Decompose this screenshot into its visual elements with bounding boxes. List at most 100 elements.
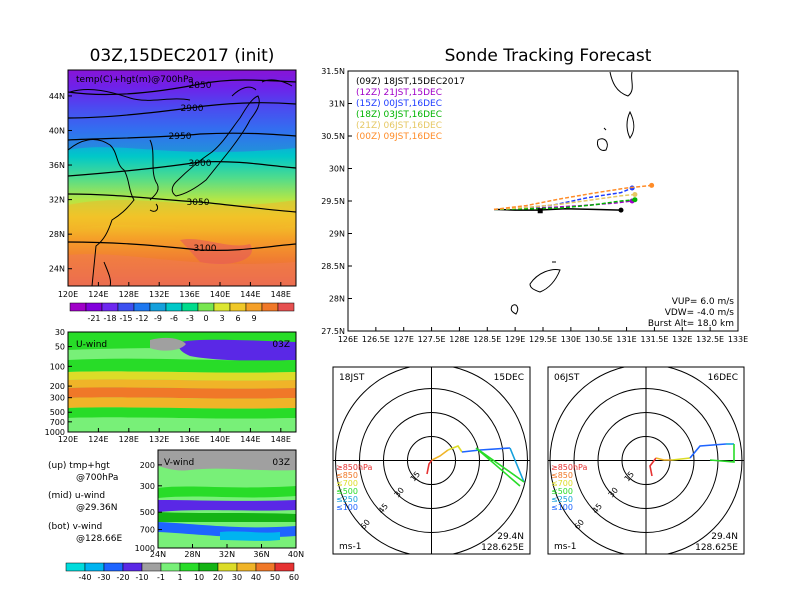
hodo-left-date: 15DEC: [494, 373, 524, 383]
uwind-lon-tick-label: 148E: [271, 435, 291, 444]
track-lon-tick-label: 132.5E: [696, 335, 724, 344]
track-lon-tick-label: 126.5E: [362, 335, 390, 344]
temp-colorbar-label: -21: [87, 314, 100, 323]
vwind-field: [158, 450, 296, 548]
hodo-level: ≤850: [551, 471, 573, 480]
contour-label: 3100: [194, 244, 217, 254]
temp-colorbar-swatch: [69, 302, 87, 312]
map-lon-tick-label: 140E: [210, 290, 230, 299]
wind-colorbar-label: 1: [177, 573, 182, 582]
track-lon-tick-label: 128E: [449, 335, 469, 344]
map-variable-label: temp(C)+hgt(m)@700hPa: [76, 75, 194, 85]
tracking-title: Sonde Tracking Forecast: [445, 46, 652, 66]
track-lon-tick-label: 127.5E: [418, 335, 446, 344]
vwind-lat-tick-label: 24N: [150, 550, 166, 559]
wind-colorbar-swatch: [255, 562, 276, 572]
temp-colorbar-label: -3: [186, 314, 194, 323]
hodo-left-lat: 29.4N: [497, 532, 524, 542]
wind-colorbar-label: 10: [194, 573, 204, 582]
track-legend-entry: (09Z) 18JST,15DEC2017: [356, 77, 465, 87]
track-line: [493, 208, 622, 211]
hodo-level: ≤250: [551, 495, 573, 504]
track-lat-tick-label: 31.5N: [321, 67, 345, 76]
uwind-lon-tick-label: 144E: [240, 435, 260, 444]
uwind-field: [68, 332, 296, 432]
uwind-lon-tick-label: 140E: [210, 435, 230, 444]
wind-colorbar-swatch: [179, 562, 200, 572]
uwind-p-tick-label: 50: [55, 343, 65, 352]
temp-colorbar-swatch: [133, 302, 151, 312]
wind-colorbar-swatch: [236, 562, 257, 572]
hodo-level: ≤100: [551, 503, 573, 512]
track-lat-tick-label: 28.5N: [321, 262, 345, 271]
param-burst-alt: Burst Alt= 18.0 km: [648, 319, 734, 329]
contour-label: 3050: [187, 198, 210, 208]
vwind-p-tick-label: 500: [140, 508, 155, 517]
vwind-p-tick-label: 1000: [135, 544, 155, 553]
temp-colorbar-label: 9: [251, 314, 256, 323]
uwind-lon-tick-label: 124E: [88, 435, 108, 444]
legend-mid-1: (mid) u-wind: [48, 491, 105, 501]
track-lon-tick-label: 132E: [672, 335, 692, 344]
uwind-p-tick-label: 200: [50, 382, 65, 391]
map-lon-ticks: 120E 124E 128E 132E 136E 140E 144E 148E: [58, 282, 291, 299]
legend-bot-2: @128.66E: [76, 534, 122, 544]
map-lon-tick-label: 144E: [240, 290, 260, 299]
temp-colorbar-label: 0: [203, 314, 208, 323]
track-lines: [493, 182, 655, 214]
track-lat-tick-label: 31N: [329, 100, 345, 109]
wind-colorbar-label: -40: [78, 573, 91, 582]
vwind-p-tick-label: 200: [140, 461, 155, 470]
map-lon-tick-label: 120E: [58, 290, 78, 299]
track-end-point: [618, 207, 624, 213]
wind-colorbar-label: -20: [116, 573, 129, 582]
track-lon-tick-label: 131.5E: [640, 335, 668, 344]
uwind-time: 03Z: [272, 340, 290, 350]
temp-colorbar-label: -6: [170, 314, 178, 323]
hodo-level: ≤250: [336, 495, 358, 504]
temp-colorbar-swatch: [149, 302, 167, 312]
wind-colorbar-label: 40: [251, 573, 261, 582]
uwind-frame: [67, 331, 297, 433]
wind-colorbar-swatch: [141, 562, 162, 572]
uwind-lon-tick-label: 120E: [58, 435, 78, 444]
coastlines: [68, 79, 293, 286]
map-lon-tick-label: 124E: [88, 290, 108, 299]
track-lon-tick-label: 133E: [728, 335, 748, 344]
uwind-p-tick-label: 30: [55, 328, 65, 337]
uwind-label: U-wind: [76, 340, 107, 350]
uwind-lon-tick-label: 136E: [179, 435, 199, 444]
map-lat-tick-label: 40N: [49, 126, 65, 135]
contour-label: 2850: [189, 81, 212, 91]
wind-colorbar-swatch: [122, 562, 143, 572]
temp-colorbar-swatch: [197, 302, 215, 312]
track-lon-tick-label: 127E: [394, 335, 414, 344]
hodo-right-lon: 128.625E: [695, 543, 738, 553]
hodo-right-levels: ≥850hPa ≤850 ≤700 ≤500 ≤250 ≤100: [551, 463, 588, 512]
uwind-p-tick-label: 1000: [45, 428, 65, 437]
temp-colorbar-swatch: [229, 302, 247, 312]
panel-legend: (up) tmp+hgt @700hPa (mid) u-wind @29.36…: [48, 461, 122, 544]
vwind-lat-ticks: 24N 28N 32N 36N 40N: [150, 544, 304, 559]
track-line: [493, 198, 635, 211]
track-legend-entry: (18Z) 03JST,16DEC: [356, 110, 442, 120]
track-line: [493, 193, 635, 211]
uwind-lon-tick-label: 128E: [119, 435, 139, 444]
track-lon-tick-label: 129E: [505, 335, 525, 344]
wind-colorbar: -40 -30 -20 -10 -1 1 10 20 30 40 50 60: [65, 562, 299, 582]
wind-colorbar-label: 50: [270, 573, 280, 582]
uwind-lon-tick-label: 132E: [149, 435, 169, 444]
vwind-p-tick-label: 300: [140, 482, 155, 491]
map-lat-tick-label: 36N: [49, 161, 65, 170]
hodo-left-unit: ms-1: [339, 542, 361, 552]
temp-colorbar-swatch: [213, 302, 231, 312]
track-lon-tick-label: 129.5E: [529, 335, 557, 344]
track-legend-entry: (21Z) 06JST,16DEC: [356, 121, 442, 131]
map-lat-tick-label: 44N: [49, 92, 65, 101]
legend-mid-2: @29.36N: [76, 503, 118, 513]
map-frame: [67, 69, 297, 287]
uwind-p-tick-label: 300: [50, 394, 65, 403]
track-lat-tick-label: 27.5N: [321, 327, 345, 336]
